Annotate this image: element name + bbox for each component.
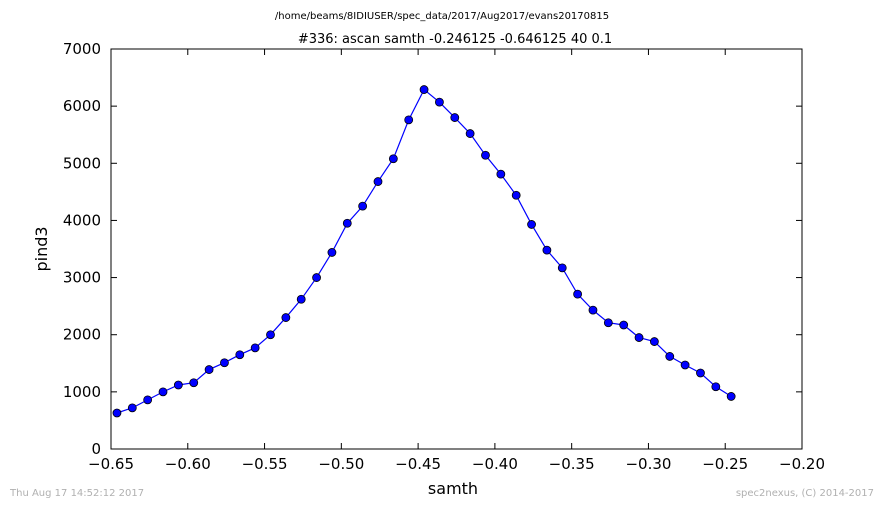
y-tick-label: 6000 [63,97,101,115]
data-point [726,392,736,401]
data-point [527,220,536,229]
data-point [588,305,598,315]
data-point [511,190,521,200]
data-point [419,85,429,94]
plot-area: −0.65 −0.60 −0.55 −0.50 −0.45 −0.40 −0.35 −0.30… [63,40,825,473]
data-point [542,245,552,255]
data-point [296,294,306,304]
x-tick-label: −0.35 [549,455,595,473]
y-tick-label: 5000 [63,154,101,172]
series-line [116,88,732,414]
y-tick-label: 0 [91,440,101,458]
data-point [158,387,168,397]
data-point [220,358,229,368]
data-point [189,378,199,388]
footer-timestamp: Thu Aug 17 14:52:12 2017 [10,488,145,499]
x-tick-label: −0.60 [165,455,211,473]
y-tick-label: 3000 [63,269,101,287]
data-point [312,273,321,282]
data-point [266,330,275,340]
data-point [573,289,583,299]
data-point [173,380,183,390]
data-point [665,352,675,361]
data-point [204,365,214,374]
data-point [342,218,352,228]
x-tick-label: −0.45 [395,455,441,473]
data-point [388,154,398,164]
data-point [603,318,613,328]
y-tick-label: 1000 [63,383,101,401]
data-point [450,113,460,122]
chart-title: #336: ascan samth -0.246125 -0.646125 40… [298,32,612,47]
data-point [435,97,444,107]
data-point [327,248,337,257]
data-point [696,368,705,378]
x-tick-label: −0.30 [625,455,671,473]
file-path-header: /home/beams/8IDIUSER/spec_data/2017/Aug2… [275,11,609,22]
x-tick-label: −0.20 [779,455,825,473]
y-tick-label: 4000 [63,211,101,229]
data-point [634,333,644,342]
data-point [711,382,721,392]
data-point [649,337,659,346]
y-tick-label: 2000 [63,326,101,344]
x-axis-label: samth [428,479,478,498]
data-point [358,201,368,211]
data-point [465,129,475,138]
data-point [619,320,629,330]
data-point [235,350,245,360]
x-tick-label: −0.40 [472,455,518,473]
data-point [250,343,260,353]
data-point [373,177,383,186]
data-point [481,150,490,160]
data-point [557,263,567,273]
axes-frame [110,48,803,450]
data-point [404,115,414,125]
x-tick-label: −0.55 [242,455,288,473]
data-point [281,313,291,322]
y-tick-label: 7000 [63,40,101,58]
data-point [496,169,506,179]
x-tick-label: −0.50 [318,455,364,473]
footer-credit: spec2nexus, (C) 2014-2017 [735,488,874,499]
y-axis-label: pind3 [32,226,51,271]
x-tick-label: −0.25 [702,455,748,473]
data-point [127,403,137,413]
data-point [112,408,122,418]
data-point [143,395,153,405]
data-point [680,360,690,370]
x-tick-label: −0.65 [88,455,134,473]
